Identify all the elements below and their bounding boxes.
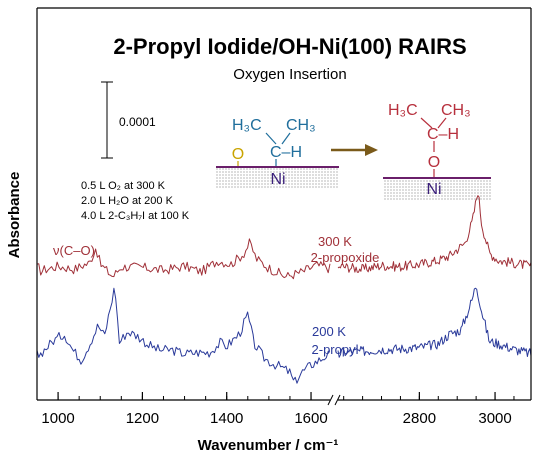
reactant-adsorbed-oxygen: O [232, 146, 244, 163]
y-axis-label: Absorbance [6, 172, 23, 259]
x-tick-label: 1600 [294, 410, 327, 427]
reactant-ni-surface [216, 167, 339, 189]
product-methyl-right: CH₃ [441, 102, 471, 119]
reactant-methyl-left: H₃C [232, 117, 262, 134]
condition-2: 2.0 L H₂O at 200 K [81, 195, 174, 207]
axes-frame [36, 7, 532, 406]
product-ch-group: C–H [427, 126, 459, 143]
x-axis-label: Wavenumber / cm⁻¹ [198, 437, 339, 454]
scale-bar-label: 0.0001 [119, 115, 156, 129]
product-schematic: Ni O H₃C CH₃ C–H [383, 102, 491, 200]
x-tick-label: 1400 [210, 410, 243, 427]
series-0-species: 2-propoxide [311, 250, 380, 265]
x-tick-label: 1000 [41, 410, 74, 427]
product-surface-label: Ni [426, 181, 441, 198]
condition-1: 0.5 L O₂ at 300 K [81, 180, 166, 192]
spectrum-300k-2-propoxide [36, 195, 532, 280]
condition-3: 4.0 L 2-C₃H₇I at 100 K [81, 210, 190, 222]
scale-bar [101, 81, 113, 159]
reactant-schematic: Ni O H₃C CH₃ C–H [216, 117, 339, 189]
series-1-species: 2-propyl [312, 342, 359, 357]
x-axis-ticks: 1000 1200 1400 1600 2800 3000 [36, 392, 515, 427]
reactant-ch-group: C–H [270, 144, 302, 161]
series-0-temperature: 300 K [318, 234, 352, 249]
series-1-temperature: 200 K [312, 324, 346, 339]
reactant-methyl-right: CH₃ [286, 117, 316, 134]
x-tick-label: 1200 [126, 410, 159, 427]
product-oxygen: O [428, 154, 440, 171]
plot-area [36, 195, 532, 384]
chart-subtitle: Oxygen Insertion [233, 66, 346, 83]
spectrum-200k-2-propyl [36, 287, 532, 384]
reactant-surface-label: Ni [270, 171, 285, 188]
axis-break-mark-1 [327, 394, 334, 406]
x-tick-label: 3000 [478, 410, 511, 427]
product-ni-surface [383, 178, 491, 200]
axis-break-mark-2 [334, 394, 341, 406]
nu-co-annotation: ν(C–O) [53, 243, 95, 258]
x-tick-label: 2800 [403, 410, 436, 427]
product-methyl-left: H₃C [388, 102, 418, 119]
chart-title: 2-Propyl Iodide/OH-Ni(100) RAIRS [113, 34, 466, 59]
reaction-arrow [331, 144, 378, 156]
